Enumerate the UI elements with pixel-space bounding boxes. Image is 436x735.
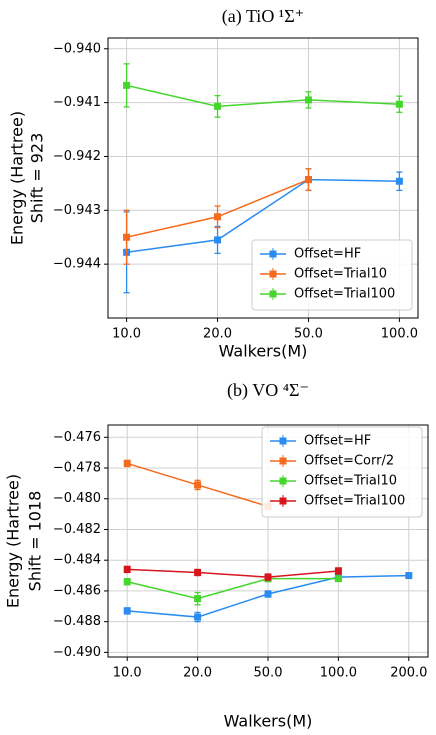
plot-frame xyxy=(107,424,429,658)
marker xyxy=(123,578,131,586)
legend-label: Offset=HF xyxy=(294,247,361,262)
y-tick-label: −0.943 xyxy=(53,203,101,218)
marker xyxy=(194,568,202,576)
y-tick-label: −0.476 xyxy=(53,430,101,445)
chart-title: (a) TiO ¹Σ⁺ xyxy=(222,6,304,27)
marker xyxy=(405,572,413,580)
marker xyxy=(194,613,202,621)
marker xyxy=(395,100,403,108)
series-line xyxy=(127,577,339,600)
y-axis-label: Shift = 1018 xyxy=(26,491,45,592)
y-tick-label: −0.942 xyxy=(53,149,101,164)
marker xyxy=(194,595,202,603)
series-line xyxy=(127,568,339,578)
legend-box xyxy=(261,426,423,518)
x-axis-label: Walkers(M) xyxy=(224,712,313,731)
marker xyxy=(264,573,272,581)
legend-label: Offset=Trial10 xyxy=(294,267,387,282)
marker xyxy=(123,81,131,89)
marker xyxy=(214,102,222,110)
y-tick-label: −0.941 xyxy=(53,95,101,110)
x-axis-label: Walkers(M) xyxy=(219,342,308,361)
legend-box xyxy=(251,239,413,311)
marker xyxy=(395,177,403,185)
x-tick-label: 100.0 xyxy=(381,327,418,342)
marker xyxy=(194,481,202,489)
legend-label: Offset=Trial100 xyxy=(304,494,405,509)
y-axis-label: Shift = 923 xyxy=(28,133,47,223)
x-tick-label: 50.0 xyxy=(294,327,323,342)
marker xyxy=(214,213,222,221)
legend-label: Offset=Trial10 xyxy=(304,474,397,489)
y-tick-label: −0.488 xyxy=(53,614,101,629)
plot-frame xyxy=(107,37,419,319)
y-tick-label: −0.480 xyxy=(53,491,101,506)
y-tick-label: −0.490 xyxy=(53,645,101,660)
marker xyxy=(123,233,131,241)
x-tick-label: 10.0 xyxy=(113,666,142,681)
y-tick-label: −0.944 xyxy=(53,257,101,272)
x-tick-label: 100.0 xyxy=(320,666,357,681)
y-axis-label: Energy (Hartree) xyxy=(8,111,27,245)
marker xyxy=(123,459,131,467)
y-tick-label: −0.482 xyxy=(53,522,101,537)
y-tick-label: −0.940 xyxy=(53,41,101,56)
marker xyxy=(123,565,131,573)
x-tick-label: 10.0 xyxy=(112,327,141,342)
marker xyxy=(334,575,342,583)
x-tick-label: 50.0 xyxy=(254,666,283,681)
y-tick-label: −0.486 xyxy=(53,583,101,598)
marker xyxy=(304,176,312,184)
legend-label: Offset=Trial100 xyxy=(294,287,395,302)
legend-label: Offset=Corr/2 xyxy=(304,454,394,469)
series-line xyxy=(126,84,400,108)
marker xyxy=(123,607,131,615)
y-tick-label: −0.484 xyxy=(53,553,101,568)
y-axis-label: Energy (Hartree) xyxy=(4,474,23,608)
marker xyxy=(214,236,222,244)
series-line xyxy=(126,178,400,254)
chart-title: (b) VO ⁴Σ⁻ xyxy=(227,380,309,401)
x-tick-label: 200.0 xyxy=(390,666,427,681)
y-tick-label: −0.478 xyxy=(53,461,101,476)
marker xyxy=(304,96,312,104)
marker xyxy=(334,567,342,575)
legend-label: Offset=HF xyxy=(304,434,371,449)
x-tick-label: 20.0 xyxy=(203,327,232,342)
marker xyxy=(264,590,272,598)
x-tick-label: 20.0 xyxy=(183,666,212,681)
